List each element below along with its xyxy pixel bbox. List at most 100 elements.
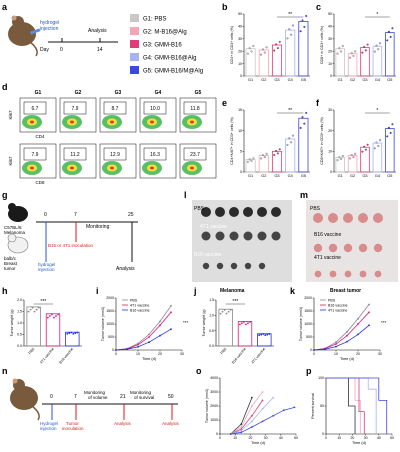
data-point — [301, 116, 304, 119]
series-point — [148, 341, 150, 344]
data-point — [379, 139, 382, 142]
series-point — [159, 324, 161, 327]
series-point — [115, 349, 117, 351]
data-point — [260, 157, 263, 160]
a-injection-label: hydrogel injection — [40, 20, 61, 32]
melanoma-tumor — [243, 231, 253, 241]
g-monitoring: Monitoring — [86, 224, 110, 230]
data-point — [261, 48, 264, 51]
melanoma-tumors — [201, 207, 281, 270]
y-axis-label: Tumor volume (mm3) — [101, 307, 105, 341]
x-tick-label: 0 — [313, 352, 315, 356]
flow-gate-value: 11.2 — [70, 152, 80, 158]
bar — [360, 47, 370, 77]
data-point — [341, 44, 344, 47]
data-point — [266, 333, 269, 336]
data-point — [252, 157, 255, 160]
series-point — [137, 343, 139, 346]
g-day0: 0 — [44, 212, 47, 218]
data-point — [260, 53, 263, 56]
data-point — [263, 51, 266, 54]
x-tick-label: G2 — [261, 78, 266, 82]
data-point — [348, 56, 351, 59]
bar — [218, 308, 233, 347]
flow-population-peak — [70, 166, 74, 170]
data-point — [246, 52, 249, 55]
data-point — [72, 332, 75, 335]
x-tick-label: G5 — [301, 78, 306, 82]
x-tick-label: 4T1 vaccine — [251, 347, 267, 364]
data-point — [364, 148, 367, 151]
y-tick-label: 30 — [238, 37, 242, 41]
data-point — [265, 46, 268, 49]
series-point — [335, 345, 337, 348]
legend-swatch — [130, 40, 139, 48]
breast-tumor-photo — [306, 200, 398, 282]
sig-label: *** — [183, 320, 189, 325]
sig-label: *** — [40, 299, 46, 305]
y-tick-label: 0 — [240, 74, 242, 78]
chart-j: 0.0 0.5 1.0 1.5 PBS B16 vaccine 4T1 vaccine Tum… — [202, 298, 274, 365]
y-tick-label: 1.5 — [17, 310, 22, 314]
y-tick-label: 0.5 — [17, 333, 22, 337]
panel-p-letter: p — [306, 366, 312, 376]
flow-y-label: Ki67 — [8, 110, 13, 120]
data-point — [373, 147, 376, 150]
data-point — [74, 332, 77, 335]
series-point — [261, 420, 264, 423]
a-injection-line1: hydrogel — [40, 20, 59, 26]
y-tick-label: 100 — [318, 376, 324, 380]
legend-swatch — [130, 27, 139, 35]
flow-gate — [63, 101, 87, 115]
breast-tumor — [344, 270, 352, 278]
panel-l-letter: l — [184, 190, 187, 200]
series-point — [293, 406, 296, 409]
bar — [372, 142, 383, 173]
melanoma-tumor — [244, 262, 252, 270]
x-tick-label: 30 — [264, 436, 268, 440]
bar — [385, 128, 395, 173]
group-legend: G1: PBS G2: M-B16@Alg G3: GMM-B16 G4: GMM-B… — [130, 14, 203, 75]
chart-e: 0 5 10 15 G1 G2 G3 G4 G5 CD4+Ki67+ in CD3+ cells … — [230, 108, 310, 178]
bar — [257, 333, 272, 347]
data-point — [291, 134, 294, 137]
data-point — [338, 156, 341, 159]
m-label-4t1: 4T1 vaccine — [314, 255, 341, 261]
y-tick-label: 2000 — [304, 296, 312, 300]
flow-gate-value: 7.9 — [72, 106, 79, 112]
flow-population-peak — [30, 166, 34, 170]
breast-tumor — [343, 243, 353, 253]
legend-swatch — [130, 53, 139, 61]
g-mouse2-label: balb/c Breast tumor — [4, 256, 18, 271]
series-point — [240, 423, 243, 426]
x-tick-label: G2 — [350, 78, 355, 82]
series-point — [170, 304, 172, 307]
series-point — [251, 405, 253, 407]
data-point — [33, 310, 36, 313]
data-point — [225, 312, 228, 315]
y-tick-label: 0 — [216, 432, 218, 436]
x-tick-label: B16 vaccine — [58, 347, 74, 365]
series-point — [261, 399, 264, 402]
data-point — [37, 306, 40, 309]
data-point — [290, 141, 293, 144]
data-point — [252, 44, 255, 47]
flow-group-label: G1 — [35, 90, 42, 96]
data-point — [248, 158, 251, 161]
panel-m-letter: m — [300, 190, 308, 200]
data-point — [238, 323, 241, 326]
y-tick-label: 1000 — [304, 322, 312, 326]
series-point — [137, 345, 139, 348]
y-tick-label: 1000 — [106, 322, 114, 326]
chart-f: 0 10 20 30 G1 G2 G3 G4 G5 CD8+Ki67+ in CD3+ cells… — [320, 108, 396, 178]
chart-o: 0 1000 2000 3000 4000 0 10 20 30 40 50 Time (d) Tumo… — [205, 376, 298, 445]
flow-cytometry-grid: G1 G2 G3 G4 G5 6.7 7.9 8.7 10.0 11.8 Ki67 CD4 7.9 11.… — [8, 90, 217, 185]
breast-tumor — [313, 243, 323, 253]
chart-b: 0 10 20 30 40 50 G1 G2 G3 G4 G5 CD4+ in CD3+ cells … — [230, 12, 310, 82]
data-point — [223, 309, 226, 311]
x-tick-label: G5 — [387, 174, 392, 178]
data-point — [340, 157, 343, 160]
flow-gate — [23, 101, 47, 115]
data-point — [361, 51, 364, 54]
y-tick-label: 40 — [328, 25, 332, 29]
